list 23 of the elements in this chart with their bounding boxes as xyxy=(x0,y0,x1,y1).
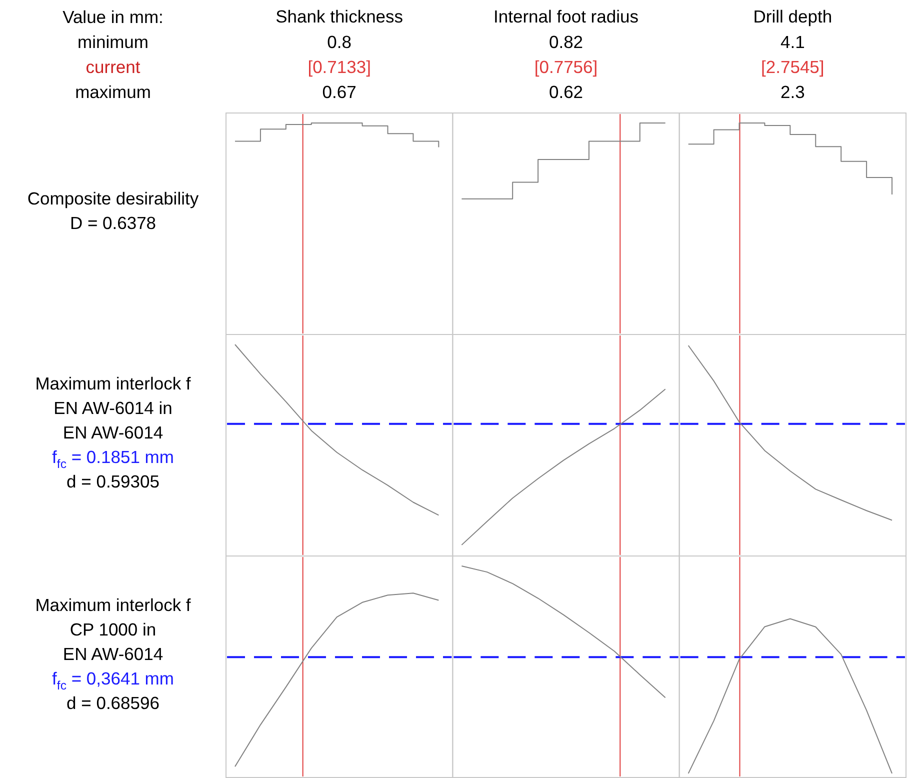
text: 0.8 xyxy=(327,32,352,52)
text: Value in mm: xyxy=(62,6,164,27)
text: Drill depth xyxy=(753,6,832,27)
text: d = 0.59305 xyxy=(66,470,160,491)
y-axis-title: Maximum interlock f CP 1000 in EN AW-6014 xyxy=(35,594,191,664)
y-axis-title: Maximum interlock f EN AW-6014 in EN AW-6014 xyxy=(35,372,191,442)
text: f$_{fc}$ = 0.1851 mm xyxy=(52,446,174,471)
text: Internal foot radius xyxy=(494,6,639,27)
text: 4.1 xyxy=(780,32,805,52)
text: 0.62 xyxy=(548,82,584,102)
text: 0.67 xyxy=(322,82,356,102)
text: Shank thickness xyxy=(276,6,404,27)
text: 2.3 xyxy=(780,82,805,102)
y-axis-title: Composite desirability D = 0.6378 xyxy=(27,188,199,233)
text: [0.7133] xyxy=(308,56,371,77)
text: [2.7545] xyxy=(761,56,824,77)
text: minimum xyxy=(78,32,148,52)
text: d = 0.68596 xyxy=(66,692,160,712)
text: maximum xyxy=(75,82,151,102)
text: [0.7756] xyxy=(534,56,598,77)
text: current xyxy=(86,56,140,77)
text: 0.82 xyxy=(548,32,584,52)
text: f$_{fc}$ = 0,3641 mm xyxy=(52,668,174,692)
